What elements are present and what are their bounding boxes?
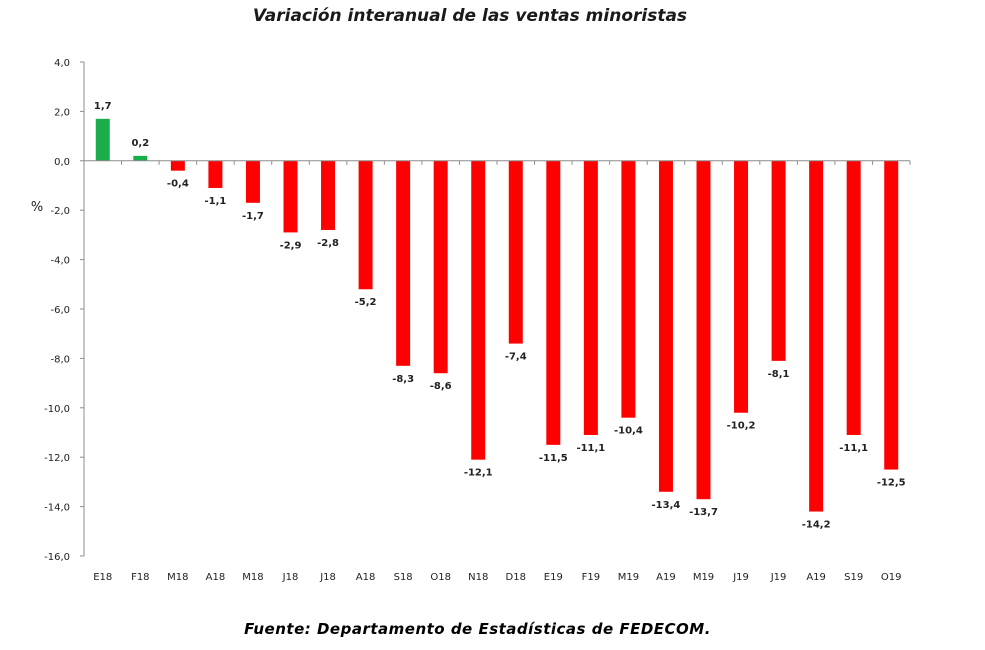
y-tick-label: -8,0 xyxy=(50,354,70,365)
x-tick-label: M18 xyxy=(167,572,188,583)
x-tick-label: S19 xyxy=(844,572,863,583)
y-tick-label: 4,0 xyxy=(54,58,70,69)
y-tick-label: -10,0 xyxy=(44,404,70,415)
x-tick-label: M19 xyxy=(693,572,714,583)
x-tick-label: S18 xyxy=(394,572,413,583)
x-tick-label: M19 xyxy=(618,572,639,583)
bar xyxy=(433,160,448,374)
x-tick-label: O18 xyxy=(430,572,451,583)
bar xyxy=(170,160,185,171)
bar xyxy=(133,155,148,161)
x-tick-label: J19 xyxy=(732,572,749,583)
data-label: -0,4 xyxy=(167,179,189,190)
x-tick-label: A18 xyxy=(206,572,226,583)
bar xyxy=(809,160,824,512)
data-label: -8,3 xyxy=(392,374,414,385)
bar xyxy=(283,160,298,233)
x-tick-label: J19 xyxy=(770,572,787,583)
data-label: -10,2 xyxy=(727,421,756,432)
bars: 1,7 0,2 -0,4 -1,1 -1,7 -2,9 -2,8 -5,2 -8,3 -8,6 -1… xyxy=(94,101,906,531)
bar xyxy=(245,160,260,203)
bar xyxy=(734,160,749,413)
y-tick-label: -4,0 xyxy=(50,256,70,267)
data-label: -13,4 xyxy=(652,500,681,511)
data-label: -13,7 xyxy=(689,507,718,518)
x-tick-label: A19 xyxy=(656,572,676,583)
data-label: -2,8 xyxy=(317,238,339,249)
y-tick-label: -14,0 xyxy=(44,503,70,514)
bar xyxy=(95,118,110,161)
y-tick-label: -2,0 xyxy=(50,206,70,217)
data-label: -10,4 xyxy=(614,426,643,437)
data-label: 0,2 xyxy=(131,138,149,149)
data-label: -8,6 xyxy=(430,381,452,392)
y-axis-label: % xyxy=(31,200,43,215)
y-tick-label: -16,0 xyxy=(44,552,70,563)
bar xyxy=(658,160,673,492)
x-axis: E18 F18 M18 A18 M18 J18 J18 A18 S18 O18 N18 D18 E19 F… xyxy=(83,160,911,583)
x-tick-label: O19 xyxy=(881,572,902,583)
y-tick-label: -12,0 xyxy=(44,453,70,464)
chart-title: Variación interanual de las ventas minor… xyxy=(252,6,688,26)
bar xyxy=(696,160,711,500)
bar xyxy=(771,160,786,361)
x-tick-label: A19 xyxy=(806,572,826,583)
x-tick-label: J18 xyxy=(282,572,299,583)
data-label: -11,1 xyxy=(839,443,868,454)
x-tick-label: E19 xyxy=(544,572,563,583)
y-tick-label: -6,0 xyxy=(50,305,70,316)
bar xyxy=(321,160,336,230)
data-label: -11,5 xyxy=(539,453,568,464)
x-tick-label: D18 xyxy=(506,572,526,583)
x-tick-label: A18 xyxy=(356,572,376,583)
bar xyxy=(358,160,373,290)
x-tick-label: F19 xyxy=(582,572,600,583)
bar xyxy=(884,160,899,470)
bar xyxy=(546,160,561,445)
bar xyxy=(396,160,411,366)
bar xyxy=(471,160,486,460)
data-label: -5,2 xyxy=(355,297,377,308)
x-tick-label: N18 xyxy=(468,572,488,583)
data-label: -7,4 xyxy=(505,352,527,363)
data-label: -12,1 xyxy=(464,468,493,479)
x-tick-label: J18 xyxy=(319,572,336,583)
bar xyxy=(621,160,636,418)
bar xyxy=(508,160,523,344)
data-label: -11,1 xyxy=(576,443,605,454)
x-tick-label: M18 xyxy=(242,572,263,583)
data-label: 1,7 xyxy=(94,101,112,112)
x-tick-label: E18 xyxy=(93,572,112,583)
source-note: Fuente: Departamento de Estadísticas de … xyxy=(244,620,711,638)
data-label: -14,2 xyxy=(802,520,831,531)
bar xyxy=(583,160,598,435)
bar xyxy=(208,160,223,188)
data-label: -12,5 xyxy=(877,478,906,489)
bar xyxy=(846,160,861,435)
data-label: -1,7 xyxy=(242,211,264,222)
y-tick-label: 2,0 xyxy=(54,107,70,118)
data-label: -8,1 xyxy=(768,369,790,380)
y-tick-label: 0,0 xyxy=(54,157,70,168)
data-label: -2,9 xyxy=(280,240,302,251)
y-axis: 4,0 2,0 0,0 -2,0 -4,0 -6,0 -8,0 -10,0 -12,0 -14,0… xyxy=(31,58,85,563)
x-tick-label: F18 xyxy=(131,572,149,583)
data-label: -1,1 xyxy=(204,196,226,207)
